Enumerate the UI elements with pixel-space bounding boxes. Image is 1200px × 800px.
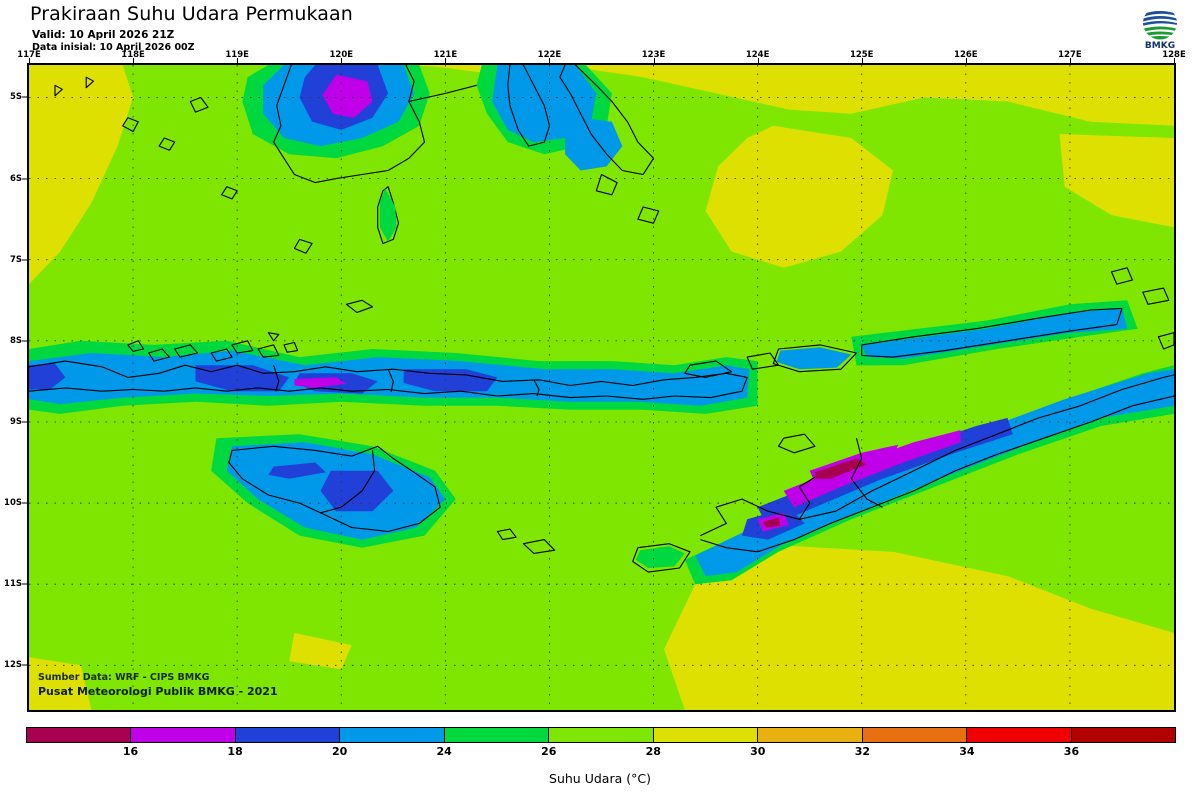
longitude-label: 123E: [641, 50, 666, 60]
latitude-tick: [22, 583, 28, 585]
longitude-tick: [1069, 58, 1071, 63]
colorbar: [26, 727, 1176, 743]
longitude-tick: [965, 58, 967, 63]
longitude-label: 126E: [954, 50, 978, 60]
colorbar-tick-label: 16: [122, 745, 139, 758]
latitude-label: 6S: [9, 173, 22, 184]
colorbar-tick-label: 20: [331, 745, 348, 758]
colorbar-segment: [444, 728, 550, 742]
bmkg-logo-text: BMKG: [1144, 41, 1176, 51]
colorbar-segment: [131, 728, 236, 742]
longitude-label: 125E: [849, 50, 874, 60]
longitude-tick: [133, 58, 135, 63]
colorbar-tick-label: 36: [1063, 745, 1080, 758]
longitude-label: 118E: [121, 50, 145, 60]
colorbar-segment: [862, 728, 968, 742]
colorbar-tick-label: 24: [436, 745, 452, 758]
latitude-tick: [22, 96, 28, 98]
latitude-tick: [22, 421, 28, 423]
longitude-label: 122E: [537, 50, 562, 60]
longitude-label: 128E: [1162, 50, 1186, 60]
latitude-label: 8S: [9, 335, 22, 346]
longitude-tick: [341, 58, 343, 63]
bmkg-logo-icon: [1143, 6, 1177, 40]
latitude-label: 11S: [4, 579, 22, 590]
temperature-map[interactable]: [27, 63, 1176, 712]
data-source-label: Sumber Data: WRF - CIPS BMKG: [38, 672, 210, 683]
latitude-label: 7S: [9, 254, 22, 265]
colorbar-tick-label: 26: [541, 745, 557, 758]
latitude-tick: [22, 178, 28, 180]
colorbar-segment: [549, 728, 654, 742]
colorbar-segment: [340, 728, 445, 742]
colorbar-tick-label: 28: [645, 745, 661, 758]
colorbar-tick-label: 30: [750, 745, 766, 758]
longitude-tick: [757, 58, 759, 63]
latitude-label: 10S: [4, 498, 22, 509]
longitude-label: 119E: [225, 50, 249, 60]
longitude-tick: [549, 58, 551, 63]
latitude-label: 5S: [9, 92, 22, 103]
longitude-label: 124E: [745, 50, 770, 60]
header: Prakiraan Suhu Udara Permukaan Valid: 10…: [0, 0, 1200, 60]
latitude-label: 9S: [9, 416, 22, 427]
bmkg-logo: BMKG: [1132, 6, 1188, 56]
latitude-tick: [22, 340, 28, 342]
map-contour-field: [29, 65, 1174, 710]
latitude-tick: [22, 664, 28, 666]
valid-time-label: Valid: 10 April 2026 21Z: [32, 29, 175, 41]
latitude-tick: [22, 502, 28, 504]
publisher-label: Pusat Meteorologi Publik BMKG - 2021: [38, 685, 278, 698]
colorbar-segment: [653, 728, 759, 742]
longitude-label: 117E: [17, 50, 41, 60]
colorbar-segment: [235, 728, 341, 742]
latitude-label: 12S: [4, 660, 22, 671]
page-title: Prakiraan Suhu Udara Permukaan: [30, 3, 353, 25]
longitude-tick: [29, 58, 30, 63]
colorbar-segment: [967, 728, 1072, 742]
longitude-tick: [445, 58, 447, 63]
initial-data-label: Data inisial: 10 April 2026 00Z: [32, 42, 195, 53]
colorbar-segment: [27, 728, 132, 742]
colorbar-segment: [1071, 728, 1175, 742]
longitude-tick: [1174, 58, 1175, 63]
longitude-tick: [237, 58, 239, 63]
latitude-tick: [22, 259, 28, 261]
longitude-tick: [861, 58, 863, 63]
longitude-label: 127E: [1058, 50, 1082, 60]
colorbar-tick-label: 18: [227, 745, 243, 758]
colorbar-segment: [758, 728, 863, 742]
longitude-label: 120E: [329, 50, 354, 60]
longitude-tick: [653, 58, 655, 63]
colorbar-axis-label: Suhu Udara (°C): [549, 771, 651, 786]
colorbar-strip: [26, 727, 1176, 743]
colorbar-tick-label: 32: [854, 745, 871, 758]
longitude-label: 121E: [433, 50, 458, 60]
colorbar-tick-label: 34: [959, 745, 975, 758]
